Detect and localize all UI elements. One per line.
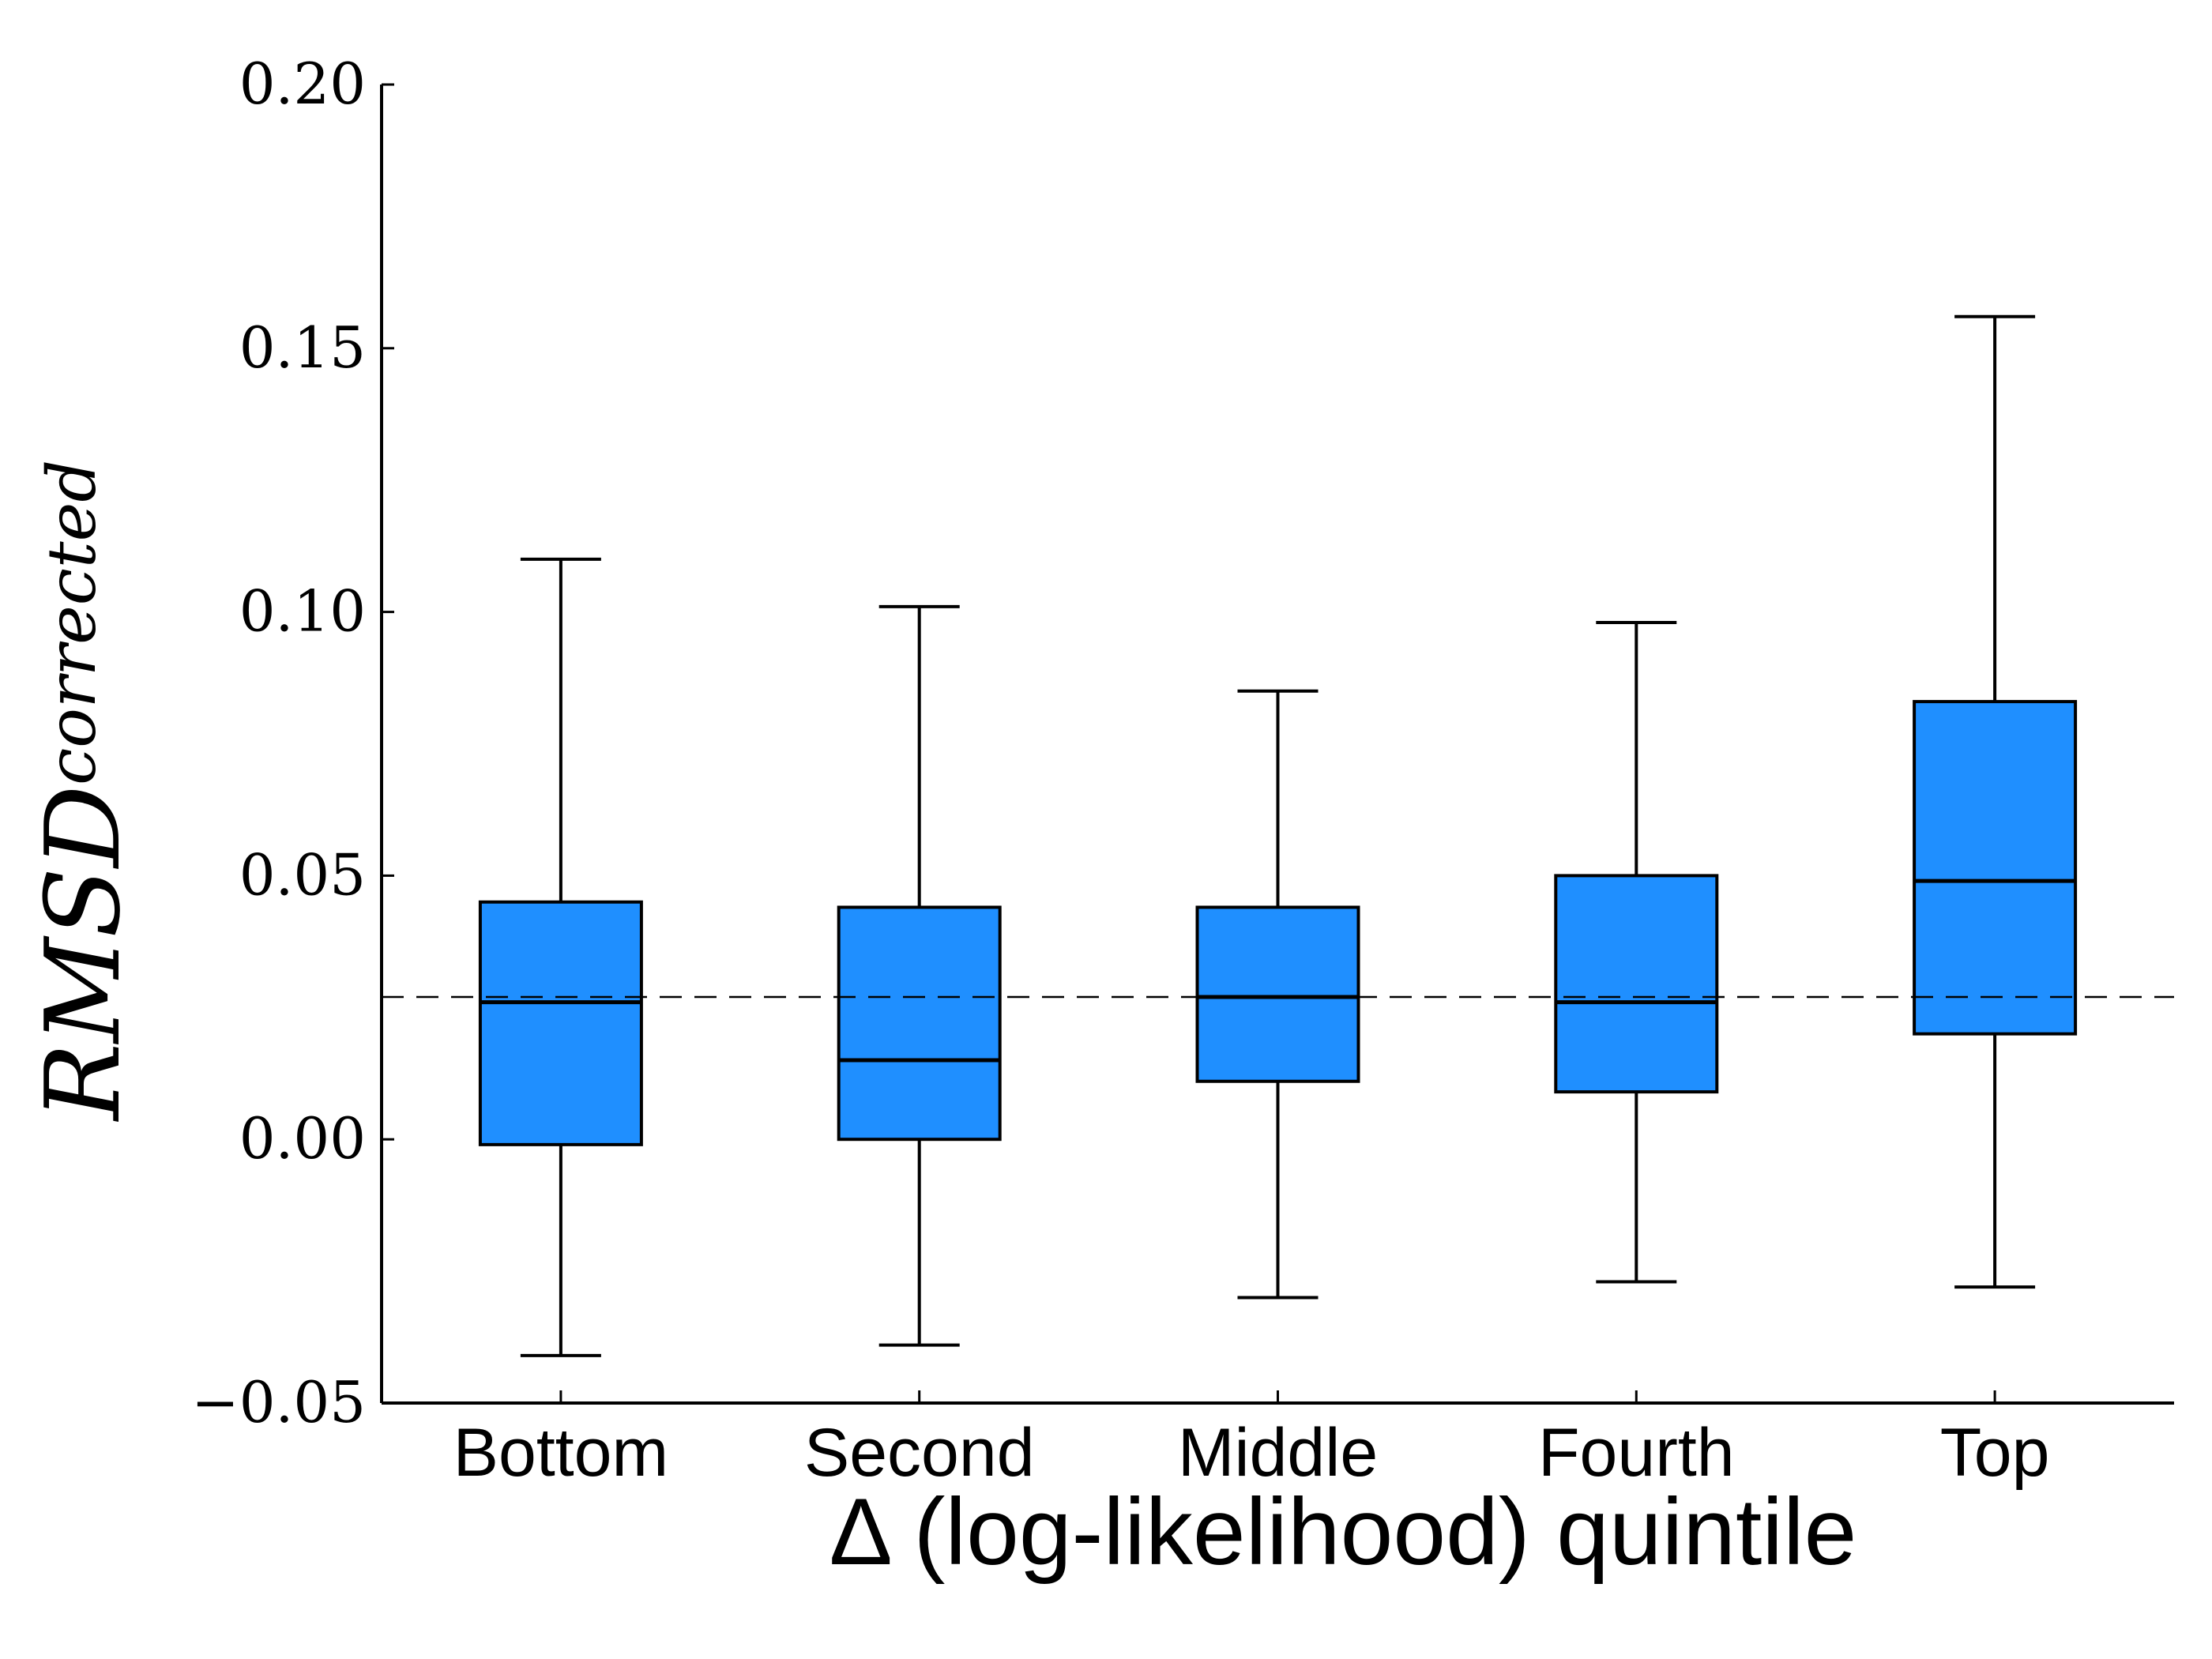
plot-area: −0.05 0.00 0.05 0.10 0.15 0.20 Bottom Second Mid… bbox=[191, 51, 2174, 1491]
x-tick-label-middle: Middle bbox=[1178, 1415, 1378, 1491]
y-axis-title-main: RMSD bbox=[23, 785, 143, 1122]
x-axis-title: Δ (log-likelihood) quintile bbox=[830, 1479, 1857, 1585]
x-tick-label-second: Second bbox=[804, 1415, 1035, 1491]
y-tick-label: 0.15 bbox=[239, 314, 366, 381]
y-tick-label: 0.00 bbox=[239, 1105, 366, 1172]
x-tick-label-bottom: Bottom bbox=[453, 1415, 668, 1491]
y-tick-label: 0.05 bbox=[239, 841, 366, 908]
x-tick-label-top: Top bbox=[1940, 1415, 2050, 1491]
y-axis-title-subscript: corrected bbox=[33, 460, 111, 785]
box-second bbox=[837, 905, 1002, 1142]
y-tick-label: −0.05 bbox=[191, 1369, 366, 1435]
x-tick-label-fourth: Fourth bbox=[1538, 1415, 1735, 1491]
box-top bbox=[1913, 700, 2078, 1036]
y-tick-label: 0.20 bbox=[239, 51, 366, 117]
y-axis-title: RMSDcorrected bbox=[23, 460, 143, 1122]
box-middle bbox=[1195, 905, 1360, 1083]
y-tick-label: 0.10 bbox=[239, 578, 366, 645]
box-bottom bbox=[478, 900, 643, 1146]
box-fourth bbox=[1554, 874, 1719, 1094]
